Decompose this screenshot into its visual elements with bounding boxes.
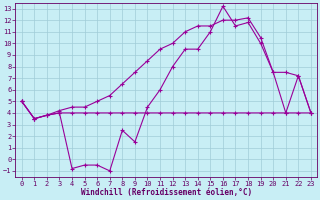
X-axis label: Windchill (Refroidissement éolien,°C): Windchill (Refroidissement éolien,°C): [81, 188, 252, 197]
